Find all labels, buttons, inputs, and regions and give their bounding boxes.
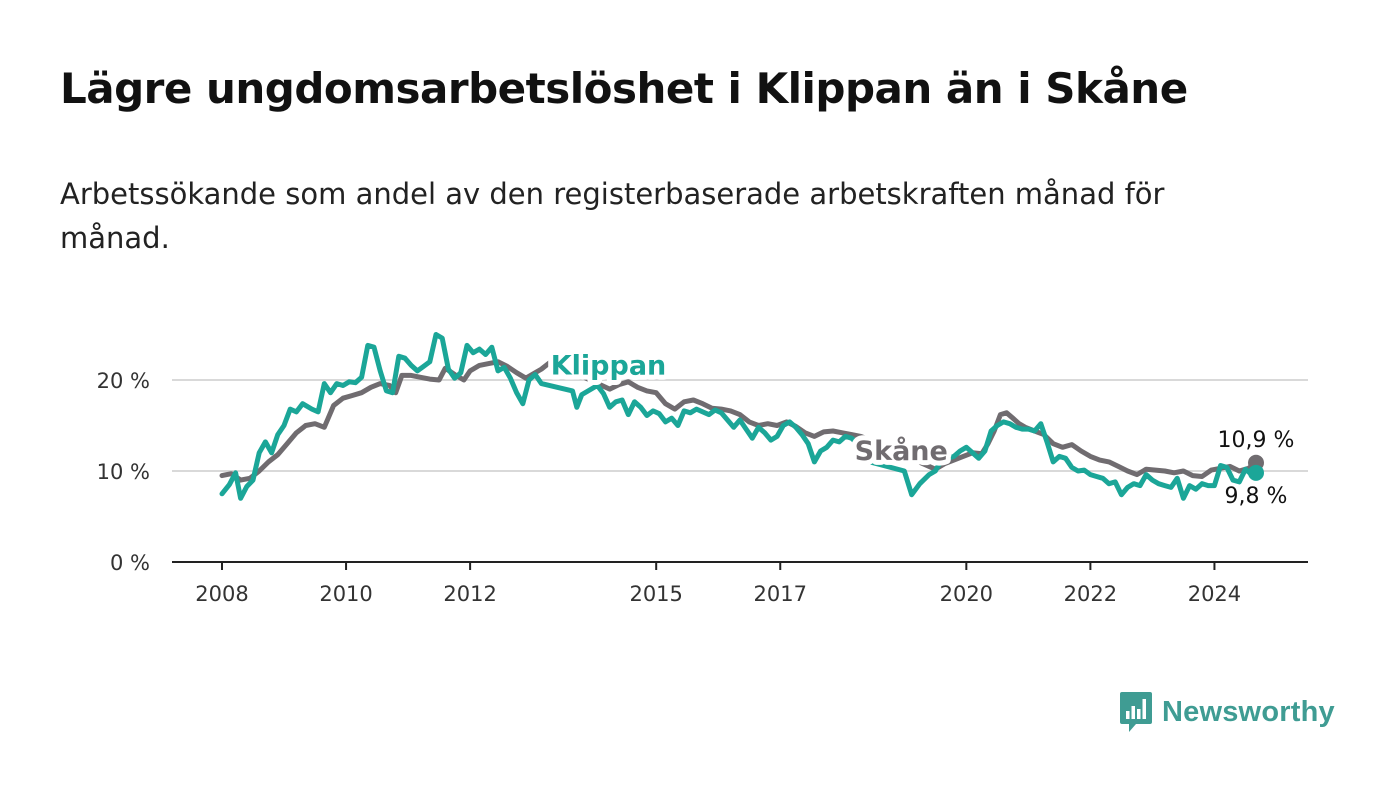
x-tick-label: 2022 xyxy=(1064,582,1117,606)
x-tick-label: 2015 xyxy=(629,582,682,606)
bar-chart-speech-bubble-icon xyxy=(1120,692,1152,732)
x-tick-label: 2024 xyxy=(1188,582,1241,606)
x-tick-label: 2012 xyxy=(443,582,496,606)
y-tick-label: 10 % xyxy=(97,460,150,484)
series-label-skane: Skåne xyxy=(855,435,948,467)
y-tick-label: 0 % xyxy=(110,551,150,575)
x-tick-label: 2010 xyxy=(319,582,372,606)
newsworthy-logo: Newsworthy xyxy=(1118,690,1335,734)
line-chart: 0 % 10 % 20 % 2008 2010 2012 2015 2017 2020 2022 2… xyxy=(97,332,1308,606)
x-tick-label: 2017 xyxy=(754,582,807,606)
chart-title: Lägre ungdomsarbetslöshet i Klippan än i… xyxy=(60,64,1188,113)
brand-name: Newsworthy xyxy=(1162,695,1335,728)
x-tick-label: 2008 xyxy=(195,582,248,606)
series-label-klippan: Klippan xyxy=(551,351,667,382)
end-label-klippan: 9,8 % xyxy=(1225,484,1288,509)
y-tick-label: 20 % xyxy=(97,369,150,393)
end-label-skane: 10,9 % xyxy=(1218,428,1295,453)
series-line-klippan xyxy=(219,332,1259,501)
x-tick-label: 2020 xyxy=(940,582,993,606)
end-point-klippan xyxy=(1248,464,1264,481)
chart-subtitle: Arbetssökande som andel av den registerb… xyxy=(60,177,1165,255)
